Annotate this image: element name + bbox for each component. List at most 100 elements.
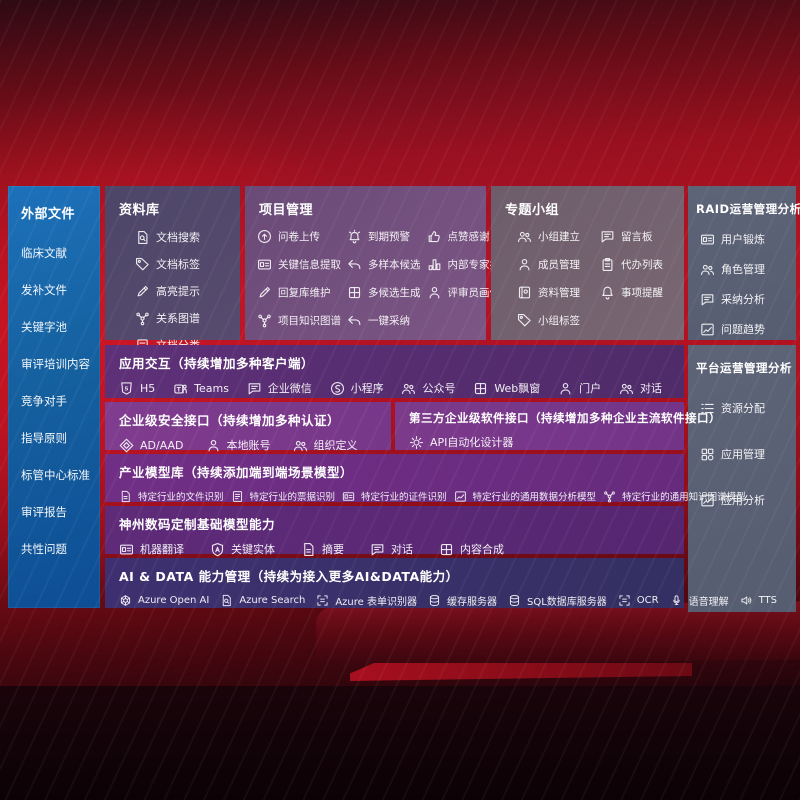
feature-item: 资料管理 — [517, 285, 580, 300]
ai-data-title: AI & DATA 能力管理（持续为接入更多AI&DATA能力） — [119, 569, 459, 584]
base-models-row: 神州数码定制基础模型能力 机器翻译 关键实体 摘要 对话 — [105, 506, 684, 554]
bbs-icon — [600, 229, 615, 244]
sidebar-item-label: 临床文献 — [21, 246, 67, 260]
auth-label: AD/AAD — [140, 438, 184, 452]
feature-item: 用户锻炼 — [700, 231, 796, 247]
service-label: SQL数据库服务器 — [527, 597, 607, 608]
capability-item: 摘要 — [301, 541, 344, 557]
alarm-icon — [347, 229, 362, 244]
industry-models-items: 特定行业的文件识别 特定行业的票据识别 特定行业的证件识别 特定行业的通用数据分… — [119, 489, 746, 503]
feature-item: 点赞感谢 — [427, 229, 511, 244]
interface-item: API自动化设计器 — [409, 434, 513, 450]
feature-item: 问题趋势 — [700, 321, 796, 337]
id-card-icon — [342, 490, 355, 503]
client-label: 企业微信 — [267, 382, 312, 395]
topic-groups-section: 专题小组 小组建立 成员管理 资料管理 小组标签 — [491, 186, 684, 340]
client-label: Web飘窗 — [494, 382, 541, 395]
local-account-icon — [206, 438, 221, 453]
people-icon — [700, 262, 715, 277]
feature-label: 采纳分析 — [721, 293, 765, 306]
feature-item: 问卷上传 — [257, 229, 341, 244]
client-label: 小程序 — [350, 382, 384, 395]
client-label: Teams — [194, 381, 229, 395]
sql-database-icon — [508, 594, 521, 607]
client-item: Web飘窗 — [473, 380, 540, 396]
repository-column: 文档搜索 文档标签 高亮提示 关系图谱 文档分类 — [117, 229, 200, 353]
form-scan-icon — [316, 594, 329, 607]
capability-label: 关键实体 — [231, 543, 275, 556]
platform-analysis-panel: 平台运营管理分析 资源分配 应用管理 应用分析 — [688, 345, 796, 612]
groups-column-1: 小组建立 成员管理 资料管理 小组标签 — [517, 229, 580, 328]
azure-search-icon — [220, 594, 233, 607]
sidebar-item: 关键字池 — [21, 319, 100, 335]
h5-icon — [119, 381, 134, 396]
cache-server-icon — [428, 594, 441, 607]
service-item: TTS — [740, 594, 777, 607]
model-label: 特定行业的证件识别 — [361, 492, 447, 503]
project-column-2: 到期预警 多样本候选 多候选生成 一键采纳 — [347, 229, 421, 328]
org-people-icon — [293, 438, 308, 453]
feature-label: 资料管理 — [538, 287, 580, 299]
topic-groups-title: 专题小组 — [505, 203, 560, 218]
service-item: Azure Open AI — [119, 594, 209, 607]
api-gear-icon — [409, 435, 424, 450]
service-label: OCR — [636, 595, 659, 606]
chat-icon — [370, 542, 385, 557]
model-item: 特定行业的文件识别 — [119, 489, 224, 503]
service-label: Azure 表单识别器 — [335, 597, 417, 608]
window-split-icon — [439, 542, 454, 557]
graph-icon — [603, 490, 616, 503]
feature-label: 项目知识图谱 — [278, 315, 341, 327]
sidebar-item: 标管中心标准 — [21, 467, 100, 483]
service-label: Azure Search — [239, 595, 306, 606]
service-item: 语音理解 — [670, 593, 729, 608]
doc-icon — [301, 542, 316, 557]
feature-item: 留言板 — [600, 229, 663, 244]
topic-groups-items: 小组建立 成员管理 资料管理 小组标签 留言板 — [491, 218, 684, 328]
raid-analysis-title: RAID运营管理分析 — [696, 202, 800, 216]
wechat-work-icon — [247, 381, 262, 396]
reply-icon — [347, 313, 362, 328]
repository-items: 文档搜索 文档标签 高亮提示 关系图谱 文档分类 — [105, 218, 240, 353]
ranking-icon — [427, 257, 442, 272]
qa-chat-icon — [700, 292, 715, 307]
chart-box-icon — [454, 490, 467, 503]
feature-item: 角色管理 — [700, 261, 796, 277]
web-window-icon — [473, 381, 488, 396]
feature-item: 关键信息提取 — [257, 257, 341, 272]
auth-label: 本地账号 — [226, 439, 271, 452]
model-label: 特定行业的通用知识图谱模型 — [622, 492, 746, 503]
feature-label: 文档搜索 — [156, 231, 200, 244]
person-icon — [427, 285, 442, 300]
dark-floor-shape — [0, 686, 800, 800]
translate-icon — [119, 542, 134, 557]
raid-analysis-panel: RAID运营管理分析 用户锻炼 角色管理 采纳分析 问题趋势 — [688, 186, 800, 340]
laptop-edge-shape — [350, 663, 692, 681]
ai-data-items: Azure Open AI Azure Search Azure 表单识别器 缓… — [119, 593, 777, 608]
window-split-icon — [347, 285, 362, 300]
auth-item: 组织定义 — [293, 437, 358, 453]
capability-item: 内容合成 — [439, 541, 504, 557]
capability-label: 机器翻译 — [140, 543, 184, 556]
id-card-icon — [700, 232, 715, 247]
bell-icon — [600, 285, 615, 300]
enterprise-security-items: AD/AAD 本地账号 组织定义 — [119, 437, 379, 453]
sidebar-item: 共性问题 — [21, 541, 100, 557]
official-account-icon — [401, 381, 416, 396]
feature-label: 关系图谱 — [156, 312, 200, 325]
people-icon — [517, 229, 532, 244]
sidebar-item: 竞争对手 — [21, 393, 100, 409]
client-item: 公众号 — [401, 380, 455, 396]
feature-label: 应用分析 — [721, 494, 765, 507]
external-files-panel: 外部文件 临床文献 发补文件 关键字池 审评培训内容 竞争对手 指导原则 标管中… — [8, 186, 100, 608]
service-label: 语音理解 — [688, 597, 729, 608]
capability-label: 内容合成 — [460, 543, 504, 556]
graph-icon — [135, 311, 150, 326]
sidebar-item: 指导原则 — [21, 430, 100, 446]
highlighter-icon — [135, 284, 150, 299]
capability-item: 对话 — [370, 541, 413, 557]
third-party-title: 第三方企业级软件接口（持续增加多种企业主流软件接口） — [409, 411, 721, 425]
client-label: 公众号 — [422, 382, 456, 395]
feature-label: 文档标签 — [156, 258, 200, 271]
feature-label: 用户锻炼 — [721, 233, 765, 246]
